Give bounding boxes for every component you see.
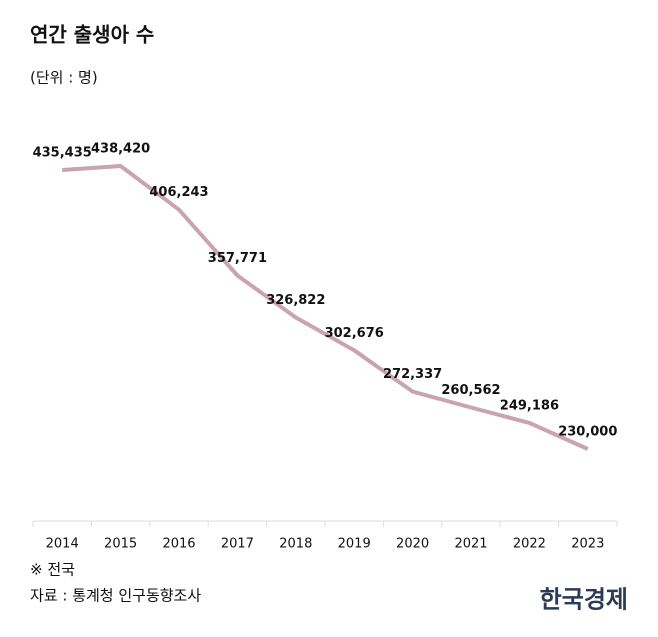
data-label: 357,771 [208,251,267,266]
data-label: 435,435 [33,146,92,161]
x-tick-label: 2017 [221,537,254,552]
chart-subtitle: (단위 : 명) [30,69,98,87]
x-tick-label: 2019 [338,537,371,552]
data-label: 406,243 [149,185,208,200]
note: ※ 전국 [30,561,75,579]
data-label: 260,562 [441,383,500,398]
data-label: 230,000 [558,425,617,440]
data-label: 272,337 [383,367,442,382]
x-tick-label: 2018 [279,537,312,552]
x-tick-label: 2022 [513,537,546,552]
x-tick-label: 2016 [162,537,195,552]
x-tick-label: 2021 [454,537,487,552]
brand-logo: 한국경제 [540,585,628,614]
chart-title: 연간 출생아 수 [30,23,154,47]
x-tick-label: 2023 [571,537,604,552]
source: 자료 : 통계청 인구동향조사 [30,587,201,605]
x-tick-label: 2015 [104,537,137,552]
data-label: 438,420 [91,142,150,157]
data-label: 302,676 [325,326,384,341]
data-label: 249,186 [500,398,559,413]
line-series [62,164,589,451]
x-tick-label: 2014 [46,537,79,552]
data-label: 326,822 [266,293,325,308]
x-tick-label: 2020 [396,537,429,552]
